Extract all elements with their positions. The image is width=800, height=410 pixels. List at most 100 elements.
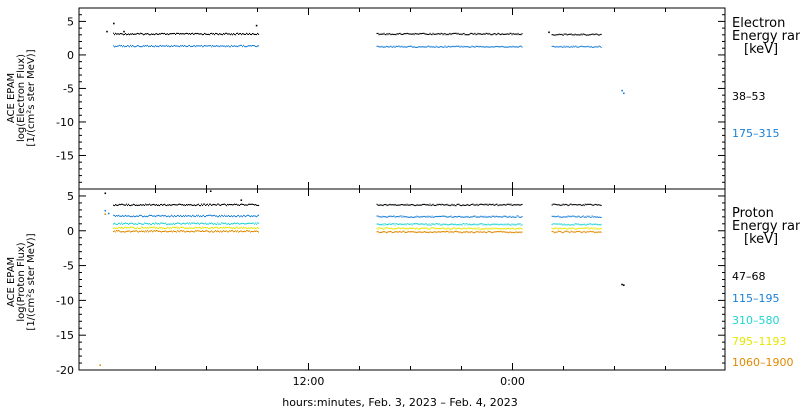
data-point	[155, 204, 157, 206]
data-point	[497, 46, 499, 48]
data-point	[465, 228, 467, 230]
data-point	[463, 204, 465, 206]
data-point	[506, 227, 508, 229]
data-point	[125, 214, 127, 216]
data-point	[587, 227, 589, 229]
data-point	[140, 227, 142, 229]
data-point	[591, 231, 593, 233]
data-point	[576, 216, 578, 218]
data-point	[480, 46, 482, 48]
data-point	[199, 230, 201, 232]
data-point	[228, 222, 230, 224]
data-point	[520, 227, 522, 229]
data-point	[507, 203, 509, 205]
data-point	[496, 231, 498, 233]
data-point	[244, 46, 246, 48]
data-point	[414, 46, 416, 48]
data-point	[588, 34, 590, 36]
data-point	[595, 33, 597, 35]
data-point	[570, 45, 572, 47]
data-point	[227, 45, 229, 47]
series-1	[104, 190, 625, 286]
data-point	[452, 232, 454, 234]
data-point	[170, 204, 172, 206]
data-point	[488, 228, 490, 230]
data-point	[483, 204, 485, 206]
data-point	[479, 203, 481, 205]
data-point	[572, 224, 574, 226]
data-point	[135, 215, 137, 217]
data-point	[506, 46, 508, 48]
data-point	[510, 46, 512, 48]
data-point	[446, 216, 448, 218]
data-point	[466, 227, 468, 229]
data-point	[219, 227, 221, 229]
data-point	[416, 223, 418, 225]
data-point	[204, 203, 206, 205]
data-point	[251, 45, 253, 47]
data-point	[578, 230, 580, 232]
data-point	[141, 223, 143, 225]
data-point	[241, 226, 243, 228]
data-point	[433, 46, 435, 48]
data-point	[159, 45, 161, 47]
data-point	[133, 45, 135, 47]
electron-ylabel-line-1: ACE EPAM	[6, 73, 17, 123]
data-point	[446, 224, 448, 226]
data-point	[573, 204, 575, 206]
data-point	[146, 204, 148, 206]
data-point	[581, 34, 583, 36]
data-point	[430, 227, 432, 229]
data-point	[243, 33, 245, 35]
data-point	[114, 222, 116, 224]
data-point	[555, 204, 557, 206]
data-point	[485, 224, 487, 226]
data-point	[623, 92, 625, 95]
data-point	[184, 231, 186, 233]
data-point	[505, 46, 507, 48]
data-point	[208, 223, 210, 225]
data-point	[125, 231, 127, 233]
data-point	[253, 231, 255, 233]
data-point	[161, 45, 163, 47]
data-point	[554, 227, 556, 229]
data-point	[572, 34, 574, 36]
data-point	[226, 223, 228, 225]
data-point	[384, 231, 386, 233]
data-point	[157, 33, 159, 35]
data-point	[560, 223, 562, 225]
data-point	[165, 33, 167, 35]
data-point	[582, 204, 584, 206]
data-point	[498, 216, 500, 218]
data-point	[249, 32, 251, 34]
data-point	[503, 46, 505, 48]
data-point	[409, 231, 411, 233]
data-point	[212, 33, 214, 35]
data-point	[451, 216, 453, 218]
data-point	[191, 222, 193, 224]
data-point	[574, 228, 576, 230]
data-point	[167, 45, 169, 47]
data-point	[253, 45, 255, 47]
data-point	[207, 203, 209, 205]
data-point	[513, 223, 515, 225]
data-point	[586, 215, 588, 217]
data-point	[454, 230, 456, 232]
data-point	[142, 33, 144, 35]
data-point	[189, 33, 191, 35]
data-point	[404, 232, 406, 234]
data-point	[446, 33, 448, 35]
data-point	[486, 46, 488, 48]
data-point	[566, 46, 568, 48]
data-point	[422, 223, 424, 225]
data-point	[124, 33, 126, 35]
data-point	[428, 45, 430, 47]
data-point	[406, 46, 408, 48]
data-point	[387, 216, 389, 218]
data-point	[557, 46, 559, 48]
data-point	[565, 203, 567, 205]
data-point	[460, 224, 462, 226]
data-point	[599, 204, 601, 206]
data-point	[254, 230, 256, 232]
data-point	[135, 223, 137, 225]
